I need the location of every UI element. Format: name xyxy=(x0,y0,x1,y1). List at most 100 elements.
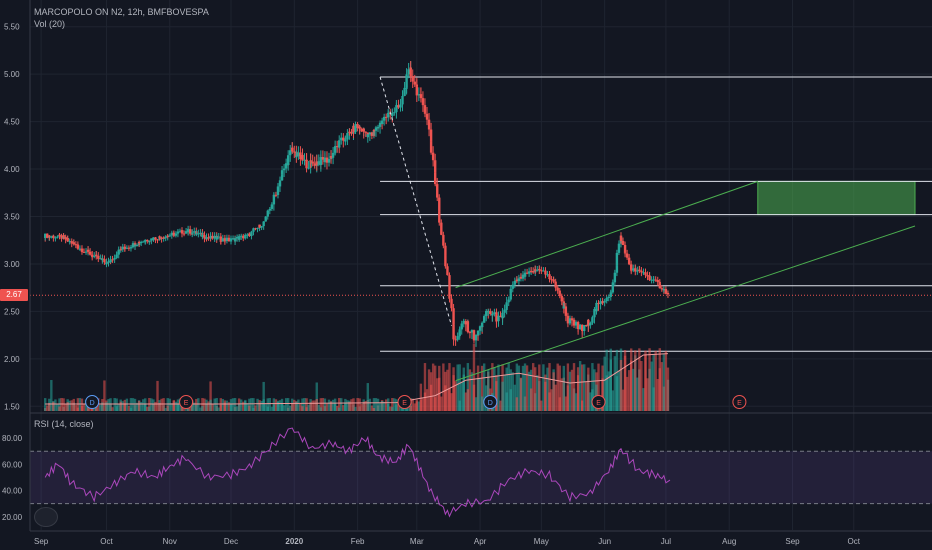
volume-bar xyxy=(219,398,223,411)
svg-text:E: E xyxy=(596,400,601,407)
volume-bar xyxy=(593,369,596,411)
candle-body xyxy=(139,241,143,244)
volume-bar xyxy=(160,398,163,411)
volume-ma-line xyxy=(45,353,668,405)
candle-body xyxy=(452,308,455,325)
candle-body xyxy=(485,310,488,317)
volume-bar xyxy=(389,406,392,411)
candle-body xyxy=(654,279,657,281)
volume-bar xyxy=(487,369,490,411)
event-marker-earnings[interactable]: E xyxy=(591,395,606,409)
volume-bar xyxy=(142,399,145,411)
volume-bar xyxy=(117,403,120,411)
candle-body xyxy=(142,241,145,243)
candle-body xyxy=(529,270,533,272)
volume-bar xyxy=(172,401,176,411)
candle-body xyxy=(640,270,643,273)
volume-bar xyxy=(325,403,329,411)
svg-text:D: D xyxy=(488,400,493,407)
candle-body xyxy=(268,208,272,211)
candle-body xyxy=(591,317,594,319)
event-marker-earnings[interactable]: E xyxy=(179,395,194,409)
candle-body xyxy=(270,204,274,209)
svg-text:E: E xyxy=(184,400,189,407)
candle-body xyxy=(186,229,190,232)
rsi-line xyxy=(44,427,671,518)
candle-body xyxy=(423,112,427,114)
volume-bar xyxy=(552,372,555,411)
event-marker-earnings[interactable]: E xyxy=(397,395,412,409)
candle-body xyxy=(289,150,292,156)
volume-bar xyxy=(560,378,563,411)
candle-body xyxy=(448,275,451,286)
candle-body xyxy=(660,288,664,290)
volume-bar xyxy=(554,384,557,411)
volume-bar xyxy=(99,404,102,411)
event-marker-earnings[interactable]: E xyxy=(732,395,747,409)
candle-body xyxy=(242,235,245,239)
event-marker-dividend[interactable]: D xyxy=(483,395,498,409)
volume-bar xyxy=(440,396,443,411)
candle-body xyxy=(440,222,443,235)
chart-title: MARCOPOLO ON N2, 12h, BMFBOVESPA xyxy=(34,7,209,17)
candle-body xyxy=(623,245,627,253)
volume-bar xyxy=(409,405,412,411)
volume-bar xyxy=(272,404,276,411)
volume-bar xyxy=(176,403,180,411)
candle-body xyxy=(52,235,55,239)
candle-body xyxy=(233,238,237,242)
volume-bar xyxy=(421,398,425,411)
volume-bar xyxy=(244,399,247,411)
candle-body xyxy=(137,241,141,244)
volume-bar xyxy=(152,399,155,411)
candle-body xyxy=(352,125,355,132)
candle-body xyxy=(493,312,496,315)
tradingview-logo-icon[interactable] xyxy=(34,507,58,527)
candle-body xyxy=(436,184,439,198)
candle-body xyxy=(450,298,453,309)
candle-body xyxy=(476,330,480,335)
volume-bar xyxy=(299,403,302,411)
candle-body xyxy=(256,227,259,229)
event-marker-dividend[interactable]: D xyxy=(85,395,100,409)
volume-bar xyxy=(380,400,384,411)
volume-bar xyxy=(478,377,482,411)
volume-bar xyxy=(495,381,498,411)
x-tick-label: Aug xyxy=(722,537,736,546)
volume-bar xyxy=(115,398,118,411)
candle-body xyxy=(650,279,653,281)
x-tick-label: Jul xyxy=(661,537,671,546)
volume-bar xyxy=(323,398,327,411)
candle-body xyxy=(358,126,361,129)
candle-body xyxy=(542,270,545,272)
rsi-pane xyxy=(30,427,932,518)
candle-body xyxy=(80,248,84,252)
volume-bar xyxy=(391,406,394,411)
volume-bar xyxy=(470,372,474,411)
candle-body xyxy=(546,274,549,276)
volume-bar xyxy=(570,369,574,411)
candle-body xyxy=(90,254,94,257)
volume-bar xyxy=(229,404,233,411)
volume-bar xyxy=(158,402,161,411)
candle-body xyxy=(315,161,318,165)
candle-body xyxy=(364,131,367,133)
candle-body xyxy=(603,301,606,303)
candle-body xyxy=(382,116,386,121)
candle-body xyxy=(323,157,327,163)
volume-bar xyxy=(166,405,169,411)
rsi-indicator-label: RSI (14, close) xyxy=(34,419,94,429)
volume-bar xyxy=(270,406,274,411)
candle-body xyxy=(548,277,551,280)
candle-body xyxy=(70,241,73,244)
volume-bar xyxy=(331,399,335,411)
volume-bar xyxy=(648,348,651,411)
candle-body xyxy=(399,104,402,108)
volume-bar xyxy=(640,360,643,411)
x-tick-label: Sep xyxy=(785,537,800,546)
candle-body xyxy=(219,240,223,242)
volume-bar xyxy=(129,398,133,411)
volume-bar xyxy=(225,400,229,411)
volume-bar xyxy=(501,381,504,411)
